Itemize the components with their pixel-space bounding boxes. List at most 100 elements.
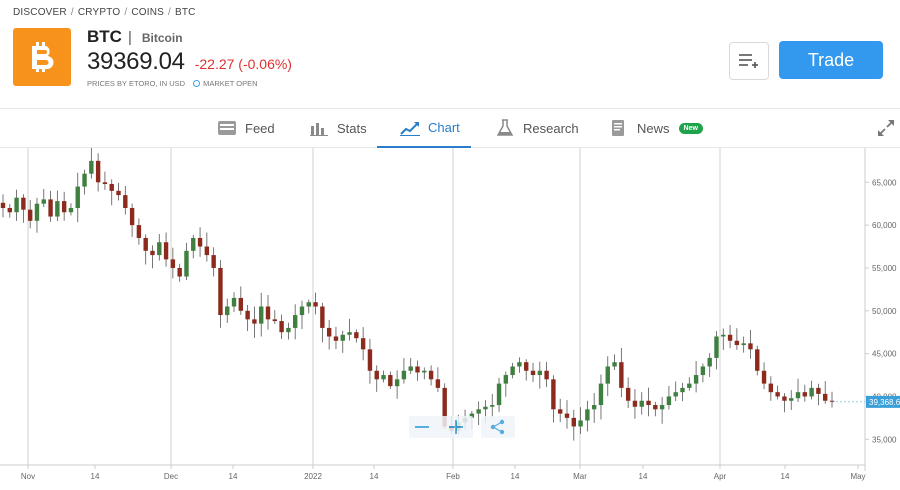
candle-body bbox=[530, 370, 536, 376]
candle-body bbox=[313, 302, 318, 307]
candle-body bbox=[571, 417, 576, 427]
y-tick-label: 45,000 bbox=[872, 350, 897, 359]
current-price-label: 39,368.6 bbox=[869, 398, 900, 407]
candle-body bbox=[82, 173, 87, 187]
candle-body bbox=[75, 186, 80, 208]
x-tick-label: Apr bbox=[714, 472, 727, 481]
candle-body bbox=[714, 336, 719, 358]
tab-chart-label: Chart bbox=[428, 120, 460, 135]
candle-body bbox=[388, 375, 393, 387]
expand-chart-button[interactable] bbox=[876, 118, 896, 138]
candle-body bbox=[41, 199, 46, 204]
candle-body bbox=[734, 340, 740, 346]
candle-body bbox=[802, 392, 808, 397]
tab-news-label: News bbox=[637, 120, 670, 136]
add-to-watchlist-button[interactable] bbox=[729, 42, 769, 80]
candle-body bbox=[197, 237, 203, 247]
chart-canvas[interactable]: 65,00060,00055,00050,00045,00040,00035,0… bbox=[0, 148, 900, 490]
fullscreen-icon bbox=[878, 120, 894, 136]
breadcrumb-coins[interactable]: COINS bbox=[131, 7, 164, 18]
candle-body bbox=[789, 398, 794, 401]
asset-price: 39369.04 bbox=[87, 48, 185, 75]
share-button-bg[interactable] bbox=[481, 416, 515, 438]
candle-body bbox=[741, 343, 746, 346]
y-tick-label: 65,000 bbox=[872, 178, 897, 187]
candle-body bbox=[435, 379, 441, 388]
candle-body bbox=[34, 203, 40, 221]
market-status: MARKET OPEN bbox=[193, 79, 258, 88]
candle-body bbox=[109, 183, 114, 191]
candle-body bbox=[170, 259, 176, 268]
candle-body bbox=[673, 392, 678, 397]
x-tick-label: 14 bbox=[511, 472, 520, 481]
tab-research[interactable]: Research bbox=[494, 109, 579, 147]
candle-body bbox=[490, 405, 495, 407]
candle-body bbox=[27, 209, 33, 221]
candle-body bbox=[598, 383, 604, 406]
tab-news[interactable]: News New bbox=[608, 109, 703, 147]
x-tick-label: 14 bbox=[639, 472, 648, 481]
candle-body bbox=[292, 315, 298, 328]
candle-body bbox=[625, 387, 631, 401]
breadcrumb-discover[interactable]: DISCOVER bbox=[13, 7, 67, 18]
candle-body bbox=[816, 387, 821, 394]
tab-feed-label: Feed bbox=[245, 120, 275, 136]
share-icon-link bbox=[492, 426, 503, 433]
candle-body bbox=[721, 334, 726, 337]
breadcrumb-crypto[interactable]: CRYPTO bbox=[77, 7, 121, 18]
price-chart[interactable]: 65,00060,00055,00050,00045,00040,00035,0… bbox=[0, 148, 900, 490]
candle-body bbox=[143, 237, 148, 251]
asset-symbol: BTC bbox=[87, 27, 122, 46]
x-tick-label: 14 bbox=[781, 472, 790, 481]
candle-body bbox=[394, 379, 400, 387]
zoom-in-icon-vertical[interactable] bbox=[455, 420, 457, 434]
asset-name: Bitcoin bbox=[141, 31, 183, 45]
trade-button[interactable]: Trade bbox=[779, 41, 883, 79]
candle-body bbox=[517, 362, 522, 367]
x-tick-label: 14 bbox=[370, 472, 379, 481]
tab-chart[interactable]: Chart bbox=[377, 109, 471, 148]
candle-body bbox=[177, 267, 182, 277]
tab-stats[interactable]: Stats bbox=[308, 109, 367, 147]
candle-body bbox=[544, 370, 549, 380]
candle-body bbox=[700, 366, 706, 376]
candle-body bbox=[163, 242, 169, 260]
candle-body bbox=[639, 400, 644, 407]
candle-body bbox=[116, 190, 121, 196]
chart-icon bbox=[399, 119, 421, 137]
share-icon-link bbox=[492, 421, 503, 428]
tab-feed[interactable]: Feed bbox=[216, 109, 275, 147]
candle-body bbox=[360, 338, 366, 350]
clock-icon bbox=[193, 80, 201, 87]
candle-body bbox=[136, 225, 142, 238]
candle-body bbox=[646, 400, 651, 406]
stats-icon bbox=[308, 119, 330, 137]
candle-body bbox=[687, 383, 692, 388]
section-tabs: Feed Stats Chart Research News New bbox=[0, 108, 900, 148]
prices-note: PRICES BY ETORO, IN USD bbox=[87, 79, 186, 88]
zoom-out-icon[interactable] bbox=[415, 426, 429, 428]
breadcrumb-current: BTC bbox=[174, 7, 196, 18]
chart-toolbar[interactable] bbox=[409, 416, 515, 438]
breadcrumb-separator: / bbox=[70, 7, 74, 18]
candle-body bbox=[150, 250, 155, 256]
candle-body bbox=[347, 332, 352, 335]
candle-body bbox=[238, 297, 244, 311]
add-to-list-icon bbox=[739, 54, 758, 68]
candle-body bbox=[564, 413, 570, 418]
candle-body bbox=[211, 255, 216, 268]
candle-body bbox=[775, 392, 780, 397]
candle-body bbox=[0, 202, 6, 208]
candle-body bbox=[272, 319, 278, 322]
candle-body bbox=[551, 379, 556, 410]
candle-body bbox=[286, 327, 291, 333]
breadcrumb-separator: / bbox=[168, 7, 171, 18]
candle-body bbox=[95, 160, 101, 183]
candle-body bbox=[578, 420, 583, 427]
current-price-tag bbox=[866, 395, 900, 408]
candle-body bbox=[557, 409, 563, 414]
y-tick-label: 55,000 bbox=[872, 264, 897, 273]
news-icon bbox=[608, 119, 630, 137]
candle-body bbox=[252, 319, 257, 324]
candle-body bbox=[320, 306, 325, 328]
